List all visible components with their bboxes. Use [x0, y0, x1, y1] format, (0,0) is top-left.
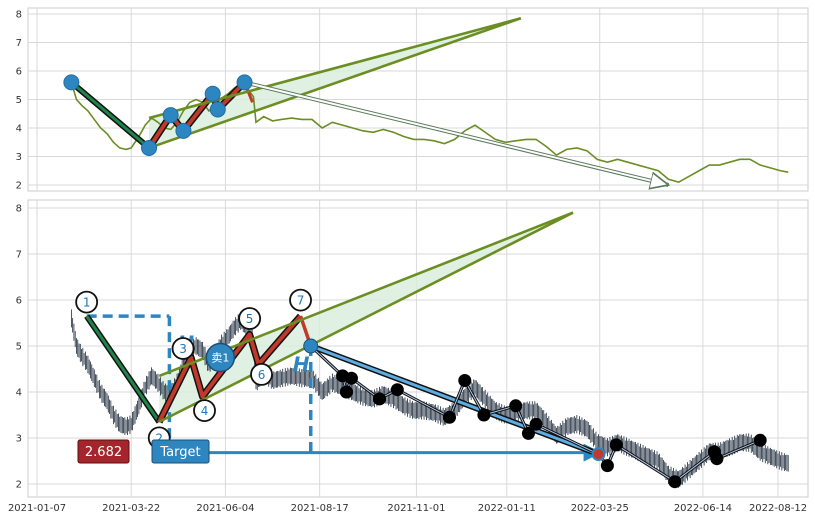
bottom-black-point: [609, 438, 623, 452]
bottom-ytick-label: 8: [16, 204, 22, 215]
x-tick-label: 2021-08-17: [291, 503, 349, 514]
bottom-breakout-point: [303, 338, 319, 354]
bottom-h-label-right: H: [293, 352, 310, 376]
top-pivot-point: [162, 107, 179, 124]
bottom-projection-line: [310, 344, 600, 456]
bottom-pivot-label: 7: [297, 294, 305, 308]
top-pivot-point: [63, 74, 80, 91]
bottom-sell-label: 卖1: [211, 352, 229, 365]
top-pivot-point: [236, 74, 253, 91]
bottom-black-point: [443, 410, 457, 424]
top-pivot-point: [175, 122, 192, 139]
top-ytick-label: 5: [16, 95, 22, 106]
bottom-pivot-label: 2: [155, 431, 163, 445]
bottom-ytick-label: 4: [16, 388, 22, 399]
top-leg1-line: [70, 81, 151, 150]
bottom-black-point: [710, 452, 724, 466]
bottom-pivot-circle: [289, 288, 312, 312]
top-pivot-point: [141, 139, 158, 156]
bottom-wedge-lower: [158, 211, 574, 424]
bottom-black-point: [529, 417, 543, 431]
bottom-ytick-label: 2: [16, 480, 22, 491]
bottom-pivot-circle: [75, 290, 99, 314]
target-badge-text: Target: [159, 445, 200, 460]
bottom-black-point: [372, 392, 386, 406]
bottom-pivot-circle: [250, 362, 273, 386]
x-tick-label: 2022-03-25: [571, 503, 629, 514]
top-panel: 2 3 4 5 6 7 8: [16, 7, 809, 192]
bottom-ytick-label: 3: [16, 434, 22, 445]
bottom-ytick-label: 5: [16, 342, 22, 353]
top-price-line: [70, 82, 789, 184]
top-wedge-lower: [148, 17, 522, 150]
value-badge-box: [77, 439, 130, 464]
top-ytick-label: 7: [16, 38, 22, 49]
bottom-black-point: [477, 408, 491, 422]
bottom-black-point: [344, 371, 358, 385]
top-ytick-label: 2: [16, 181, 22, 192]
top-ytick-label: 3: [16, 152, 22, 163]
bottom-pivot-circle: [193, 399, 216, 423]
bottom-ytick-label: 6: [16, 296, 22, 307]
top-ytick-label: 8: [16, 10, 22, 21]
bottom-pivot-label: 4: [201, 404, 209, 418]
top-pivot-point: [209, 101, 226, 118]
value-badge-text: 2.682: [85, 445, 122, 460]
x-tick-label: 2022-08-12: [749, 503, 807, 514]
x-tick-label: 2021-03-22: [102, 503, 160, 514]
x-tick-label: 2021-06-04: [196, 503, 254, 514]
bottom-pivot-label: 6: [258, 368, 266, 382]
bottom-pivot-label: 5: [246, 312, 254, 326]
x-tick-label: 2021-01-07: [8, 503, 66, 514]
bottom-black-point: [458, 374, 472, 387]
bottom-black-point: [521, 426, 535, 440]
x-tick-label: 2022-06-14: [674, 503, 732, 514]
top-projection-arrow: [244, 81, 669, 185]
bottom-target-point: [591, 447, 606, 462]
bottom-pivot-label: 1: [83, 296, 91, 310]
bottom-black-point: [753, 433, 767, 447]
bottom-black-point: [339, 385, 353, 399]
bottom-pivot-circle: [238, 307, 262, 330]
bottom-sell-marker: [205, 342, 236, 373]
top-ytick-label: 6: [16, 67, 22, 78]
bottom-black-point: [390, 383, 404, 397]
bottom-pivot-label: 3: [179, 342, 187, 356]
bottom-ytick-label: 7: [16, 250, 22, 261]
bottom-leg1-line: [85, 315, 161, 423]
x-tick-label: 2021-11-01: [387, 503, 445, 514]
x-axis: 2021-01-07 2021-03-22 2021-06-04 2021-08-17…: [8, 503, 807, 514]
bottom-black-point: [600, 459, 614, 473]
badges: 2.682 Target: [77, 439, 210, 464]
bottom-black-point: [509, 399, 523, 413]
bottom-panel: 2345678HH1234567卖1: [16, 199, 809, 498]
target-badge-box: [151, 439, 210, 464]
bottom-pivot-circle: [171, 337, 195, 360]
bottom-black-point: [668, 475, 682, 489]
top-pivot-point: [204, 85, 221, 102]
top-ytick-label: 4: [16, 124, 22, 135]
x-tick-label: 2022-01-11: [478, 503, 536, 514]
